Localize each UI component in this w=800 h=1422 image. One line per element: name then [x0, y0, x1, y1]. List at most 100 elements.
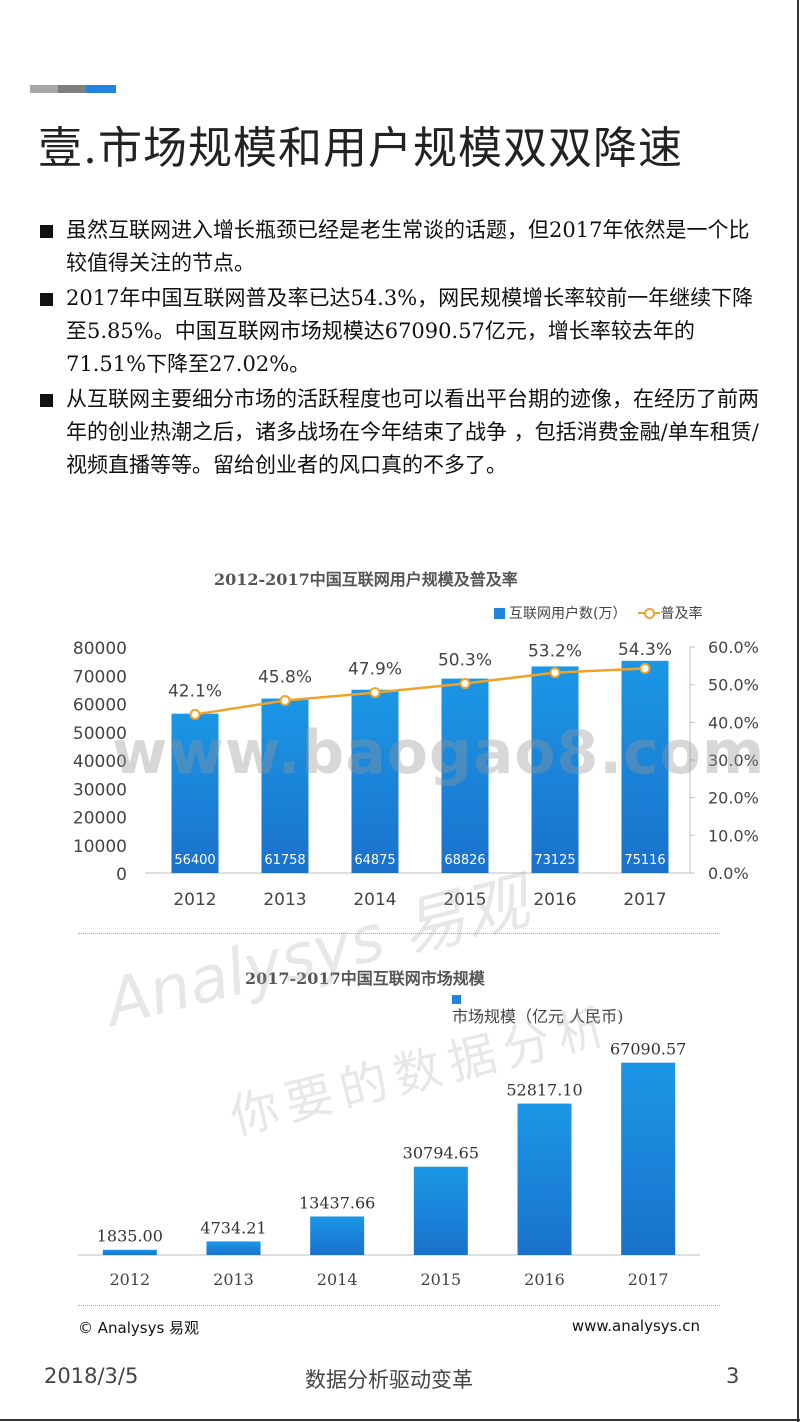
chart1-rate-label: 47.9%: [348, 660, 402, 680]
chart1-right-tick-label: 20.0%: [708, 789, 759, 808]
slide-border-right: [797, 0, 799, 1422]
accent-bar-3: [86, 85, 116, 93]
chart1-title: 2012-2017中国互联网用户规模及普及率: [214, 570, 518, 589]
slide-title: 壹.市场规模和用户规模双双降速: [38, 123, 683, 174]
chart1-rate-point: [369, 687, 381, 699]
chart1-rate-label: 53.2%: [528, 641, 582, 661]
chart1-bar-value-label: 64875: [354, 853, 395, 868]
footer-divider: [78, 1305, 720, 1306]
chart1-left-tick-label: 60000: [73, 696, 127, 716]
bar-legend-swatch-icon: [452, 995, 461, 1004]
bullet-text: 从互联网主要细分市场的活跃程度也可以看出平台期的迹像，在经历了前两年的创业热潮之…: [66, 387, 759, 477]
chart1-bar: [441, 678, 489, 873]
accent-bar-2: [58, 85, 86, 93]
square-bullet-icon: [40, 394, 53, 407]
chart1-rate-point: [189, 708, 201, 720]
chart1-x-tick-label: 2016: [533, 890, 576, 910]
chart1-x-tick-label: 2013: [263, 890, 306, 910]
chart2-legend-label: 市场规模（亿元 人民币): [452, 1007, 624, 1026]
bullet-item: 虽然互联网进入增长瓶颈已经是老生常谈的话题，但2017年依然是一个比较值得关注的…: [38, 214, 768, 280]
bullet-text: 虽然互联网进入增长瓶颈已经是老生常谈的话题，但2017年依然是一个比较值得关注的…: [66, 218, 750, 275]
line-legend-marker-icon: [638, 606, 661, 620]
chart1: 0 10000 20000 30000 40000 50000 60000 70000 8000…: [73, 638, 759, 910]
chart1-bar-value-label: 56400: [174, 853, 215, 868]
chart1-right-tick-label: 50.0%: [708, 676, 759, 695]
chart1-left-tick-label: 40000: [73, 752, 127, 772]
chart1-bar: [351, 689, 399, 873]
chart1-rate-label: 45.8%: [258, 667, 312, 687]
bullet-item: 从互联网主要细分市场的活跃程度也可以看出平台期的迹像，在经历了前两年的创业热潮之…: [38, 383, 768, 482]
chart-divider: [78, 933, 720, 934]
chart1-rate-label: 54.3%: [618, 640, 672, 660]
bullet-text: 2017年中国互联网普及率已达54.3%，网民规模增长率较前一年继续下降至5.8…: [66, 286, 754, 376]
chart2-bar: [310, 1216, 365, 1255]
chart2-bar-value-label: 1835.00: [97, 1227, 163, 1246]
chart1-right-tick-label: 10.0%: [708, 826, 759, 845]
chart1-right-tick-label: 0.0%: [708, 864, 749, 883]
chart1-legend-bar-label: 互联网用户数(万）: [509, 606, 627, 622]
square-bullet-icon: [40, 225, 53, 238]
chart2: 1835.00 2012 4734.21 2013 13437.66 2014 30794.…: [78, 1040, 700, 1289]
accent-bar-1: [30, 85, 58, 93]
chart2-x-tick-label: 2012: [109, 1270, 150, 1289]
chart2-bar: [413, 1166, 468, 1255]
chart2-x-tick-label: 2017: [628, 1270, 669, 1289]
bullet-list: 虽然互联网进入增长瓶颈已经是老生常谈的话题，但2017年依然是一个比较值得关注的…: [38, 214, 768, 484]
chart1-rate-point: [549, 667, 561, 679]
square-bullet-icon: [40, 293, 53, 306]
chart1-legend-line-label: 普及率: [660, 606, 703, 622]
footer-tagline: 数据分析驱动变革: [305, 1368, 473, 1392]
chart1-right-tick-label: 40.0%: [708, 713, 759, 732]
chart2-bar-value-label: 52817.10: [506, 1081, 582, 1100]
chart1-bar: [171, 713, 219, 873]
chart1-right-tick-label: 30.0%: [708, 751, 759, 770]
chart1-bar-value-label: 73125: [534, 853, 575, 868]
bullet-item: 2017年中国互联网普及率已达54.3%，网民规模增长率较前一年继续下降至5.8…: [38, 282, 768, 381]
chart1-right-tick-label: 60.0%: [708, 638, 759, 657]
chart1-bar: [261, 698, 309, 873]
chart1-rate-line: [194, 667, 646, 716]
chart1-x-tick-label: 2014: [353, 890, 396, 910]
chart1-bar-value-label: 61758: [264, 853, 305, 868]
chart2-x-tick-label: 2013: [213, 1270, 254, 1289]
chart2-bar: [621, 1062, 676, 1255]
chart2-bar-value-label: 30794.65: [403, 1144, 479, 1163]
chart2-x-tick-label: 2016: [524, 1270, 565, 1289]
website-link[interactable]: www.analysys.cn: [571, 1317, 700, 1335]
chart1-left-tick-label: 30000: [73, 780, 127, 800]
copyright-text: © Analysys 易观: [78, 1319, 200, 1337]
chart1-x-tick-label: 2015: [443, 890, 486, 910]
chart2-bar: [102, 1249, 157, 1255]
chart1-left-tick-label: 0: [116, 865, 127, 885]
chart1-rate-label: 42.1%: [168, 681, 222, 701]
chart1-left-tick-label: 70000: [73, 667, 127, 687]
chart1-rate-point: [639, 662, 651, 674]
bar-legend-swatch-icon: [494, 608, 505, 619]
chart1-bar-value-label: 68826: [444, 853, 485, 868]
chart2-x-tick-label: 2015: [420, 1270, 461, 1289]
page-number: 3: [726, 1364, 740, 1388]
chart2-bar: [517, 1103, 572, 1255]
chart1-left-tick-label: 20000: [73, 809, 127, 829]
chart1-legend: 互联网用户数(万） 普及率: [494, 603, 702, 623]
chart1-rate-label: 50.3%: [438, 651, 492, 671]
chart1-left-tick-label: 10000: [73, 837, 127, 857]
chart2-bar-value-label: 67090.57: [610, 1040, 686, 1059]
chart1-bar: [621, 660, 669, 873]
chart2-bar: [206, 1241, 261, 1255]
chart1-left-tick-label: 50000: [73, 724, 127, 744]
chart1-bar-value-label: 75116: [624, 853, 665, 868]
chart2-x-tick-label: 2014: [317, 1270, 358, 1289]
footer-date: 2018/3/5: [44, 1364, 139, 1388]
chart1-left-tick-label: 80000: [73, 639, 127, 659]
chart2-bar-value-label: 13437.66: [299, 1193, 375, 1212]
chart1-rate-point: [459, 678, 471, 690]
chart1-x-tick-label: 2017: [623, 890, 666, 910]
chart1-bar: [531, 666, 579, 873]
chart2-title: 2017-2017中国互联网市场规模: [245, 969, 485, 988]
slide-border-bottom: [0, 1419, 800, 1421]
chart2-bar-value-label: 4734.21: [200, 1218, 266, 1237]
chart1-rate-point: [279, 694, 291, 706]
chart1-x-tick-label: 2012: [173, 890, 216, 910]
